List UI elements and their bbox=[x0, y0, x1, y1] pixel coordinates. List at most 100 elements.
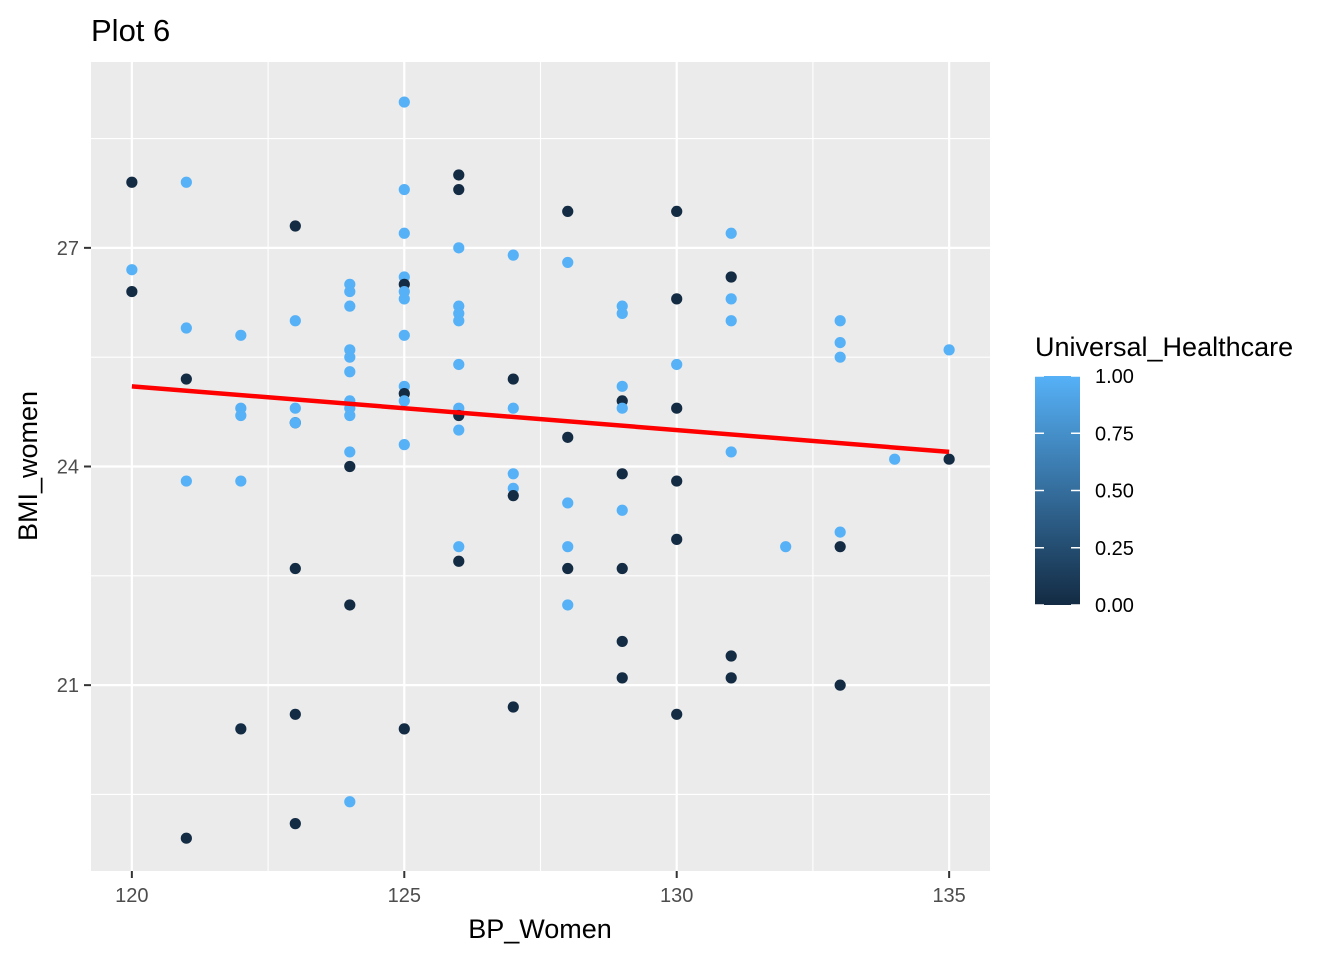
data-point bbox=[725, 227, 737, 239]
data-point bbox=[671, 293, 683, 305]
data-point bbox=[671, 475, 683, 487]
data-point bbox=[616, 672, 628, 684]
data-point bbox=[453, 555, 465, 567]
data-point bbox=[180, 373, 192, 385]
data-point bbox=[834, 336, 846, 349]
data-point bbox=[344, 300, 356, 312]
data-point bbox=[398, 183, 410, 196]
data-point bbox=[671, 402, 683, 414]
data-point bbox=[507, 490, 519, 502]
data-point bbox=[344, 351, 356, 363]
colorbar-label: 0.00 bbox=[1095, 595, 1134, 617]
data-point bbox=[289, 818, 301, 830]
data-point bbox=[671, 533, 683, 545]
colorbar-label: 1.00 bbox=[1095, 366, 1134, 388]
data-point bbox=[235, 475, 247, 487]
data-point bbox=[126, 285, 138, 298]
x-axis-title: BP_Women bbox=[468, 914, 612, 944]
data-point bbox=[453, 169, 465, 181]
data-point bbox=[780, 541, 792, 553]
y-axis: 21 24 27 bbox=[57, 238, 91, 697]
data-point bbox=[562, 431, 574, 443]
data-point bbox=[289, 315, 301, 327]
data-point bbox=[398, 395, 410, 407]
data-point bbox=[507, 249, 519, 261]
data-point bbox=[834, 541, 846, 553]
data-point bbox=[562, 256, 574, 269]
legend-title: Universal_Healthcare bbox=[1035, 332, 1293, 362]
data-point bbox=[398, 227, 410, 239]
data-point bbox=[453, 315, 465, 327]
data-point bbox=[943, 344, 955, 356]
data-point bbox=[834, 679, 846, 691]
x-axis: 120 125 130 135 bbox=[115, 871, 966, 907]
data-point bbox=[453, 424, 465, 436]
legend: Universal_Healthcare 1.00 0.75 0.50 0.25 0.0… bbox=[1035, 332, 1293, 617]
data-point bbox=[344, 599, 356, 611]
data-point bbox=[398, 439, 410, 451]
data-point bbox=[725, 446, 737, 458]
data-point bbox=[289, 562, 301, 575]
y-tick-label: 24 bbox=[57, 457, 79, 479]
data-point bbox=[126, 264, 138, 276]
data-point bbox=[671, 708, 683, 720]
data-point bbox=[616, 380, 628, 392]
data-point bbox=[398, 329, 410, 341]
data-point bbox=[453, 242, 465, 254]
data-point bbox=[453, 183, 465, 196]
data-point bbox=[834, 351, 846, 363]
data-point bbox=[398, 293, 410, 305]
y-axis-title: BMI_women bbox=[13, 391, 43, 541]
data-point bbox=[344, 796, 356, 808]
data-point bbox=[616, 468, 628, 480]
data-point bbox=[344, 409, 356, 422]
data-point bbox=[616, 562, 628, 575]
data-point bbox=[834, 526, 846, 538]
data-point bbox=[616, 504, 628, 516]
data-point bbox=[235, 329, 247, 341]
data-point bbox=[834, 315, 846, 327]
data-point bbox=[943, 453, 955, 465]
data-point bbox=[126, 176, 138, 188]
data-point bbox=[180, 475, 192, 487]
data-point bbox=[562, 562, 574, 575]
data-point bbox=[398, 96, 410, 108]
x-tick-label: 130 bbox=[660, 885, 693, 907]
data-point bbox=[507, 373, 519, 385]
chart-title: Plot 6 bbox=[91, 13, 170, 48]
data-point bbox=[289, 708, 301, 720]
data-point bbox=[562, 497, 574, 509]
y-tick-label: 21 bbox=[57, 675, 79, 697]
data-point bbox=[725, 650, 737, 662]
x-tick-label: 135 bbox=[932, 885, 965, 907]
data-point bbox=[671, 205, 683, 218]
data-point bbox=[180, 832, 192, 844]
data-point bbox=[344, 460, 356, 473]
data-point bbox=[725, 315, 737, 327]
data-point bbox=[235, 409, 247, 422]
data-point bbox=[289, 417, 301, 429]
data-point bbox=[562, 541, 574, 553]
x-tick-label: 120 bbox=[115, 885, 148, 907]
data-point bbox=[616, 307, 628, 320]
data-point bbox=[671, 358, 683, 371]
data-point bbox=[344, 366, 356, 378]
data-point bbox=[507, 402, 519, 414]
data-point bbox=[725, 293, 737, 305]
data-point bbox=[180, 322, 192, 334]
colorbar-label: 0.50 bbox=[1095, 481, 1134, 503]
data-point bbox=[507, 701, 519, 713]
data-point bbox=[453, 541, 465, 553]
x-tick-label: 125 bbox=[388, 885, 421, 907]
colorbar-label: 0.75 bbox=[1095, 423, 1134, 445]
colorbar-label: 0.25 bbox=[1095, 538, 1134, 560]
data-points bbox=[126, 96, 955, 844]
data-point bbox=[235, 723, 247, 735]
colorbar-ticks: 1.00 0.75 0.50 0.25 0.00 bbox=[1035, 366, 1134, 617]
data-point bbox=[289, 402, 301, 414]
data-point bbox=[562, 599, 574, 611]
data-point bbox=[616, 635, 628, 648]
data-point bbox=[453, 358, 465, 371]
data-point bbox=[180, 176, 192, 188]
